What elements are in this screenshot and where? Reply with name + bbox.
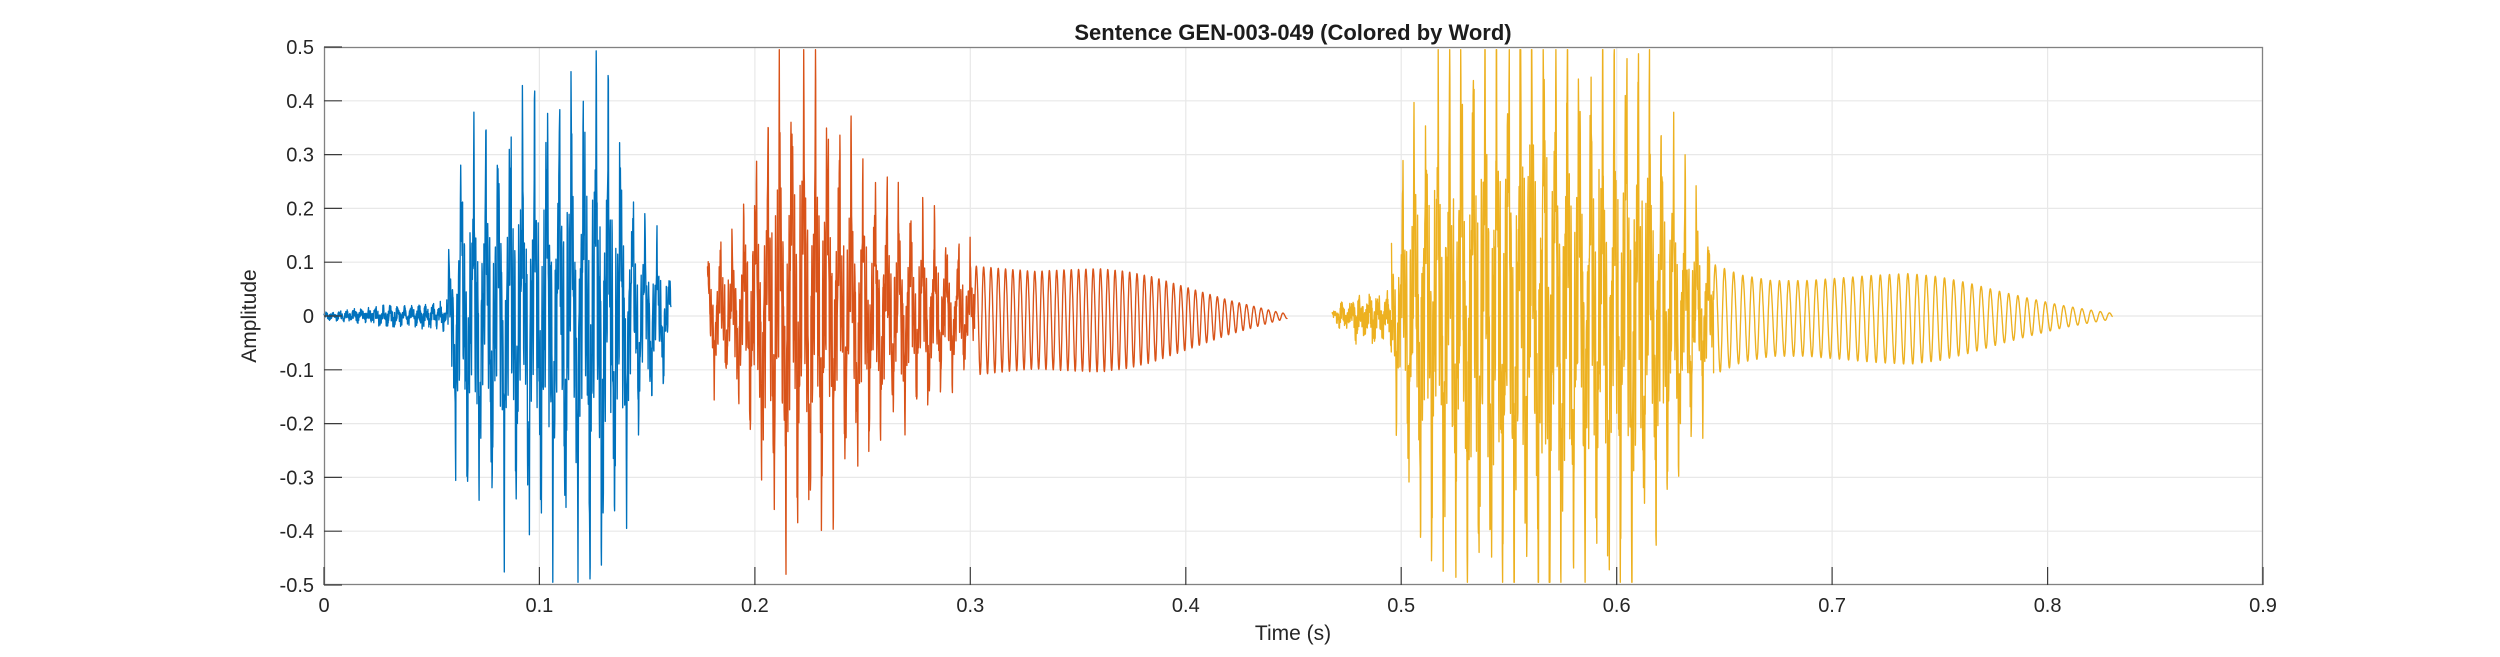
waveform-word_3 bbox=[1331, 49, 2113, 583]
y-tick-label: 0.3 bbox=[286, 145, 314, 167]
y-tick-label: 0.2 bbox=[286, 198, 314, 220]
axes-box-and-ticks bbox=[323, 46, 2264, 586]
x-tick-label: 0.6 bbox=[1603, 595, 1631, 617]
y-tick-label: -0.3 bbox=[280, 467, 314, 489]
grid-lines bbox=[324, 47, 2263, 585]
waveform-word_1 bbox=[323, 50, 672, 583]
y-tick-label: 0.1 bbox=[286, 252, 314, 274]
y-tick-label: -0.2 bbox=[280, 414, 314, 436]
y-axis-label: Amplitude bbox=[238, 269, 261, 362]
x-tick-label: 0.9 bbox=[2249, 595, 2277, 617]
x-tick-label: 0.1 bbox=[525, 595, 553, 617]
x-tick-label: 0.4 bbox=[1172, 595, 1200, 617]
waveforms bbox=[323, 49, 2113, 583]
y-tick-label: -0.5 bbox=[280, 575, 314, 597]
x-tick-label: 0.5 bbox=[1387, 595, 1415, 617]
x-tick-label: 0.8 bbox=[2034, 595, 2062, 617]
x-tick-label: 0.2 bbox=[741, 595, 769, 617]
y-tick-label: -0.4 bbox=[280, 521, 314, 543]
x-tick-label: 0.3 bbox=[956, 595, 984, 617]
x-tick-label: 0.7 bbox=[1818, 595, 1846, 617]
y-tick-label: 0.4 bbox=[286, 91, 314, 113]
x-axis-label: Time (s) bbox=[1255, 622, 1331, 645]
tick-labels: 0 0.1 0.2 0.3 0.4 0.5 0.6 0.7 0.8 0.9 -0.5 -0.4 -0.3… bbox=[280, 37, 2277, 617]
x-tick-label: 0 bbox=[318, 595, 329, 617]
waveform-word_2 bbox=[706, 49, 1288, 575]
y-tick-label: -0.1 bbox=[280, 360, 314, 382]
chart-title: Sentence GEN-003-049 (Colored by Word) bbox=[1074, 20, 1511, 45]
y-tick-label: 0 bbox=[303, 306, 314, 328]
y-tick-label: 0.5 bbox=[286, 37, 314, 59]
